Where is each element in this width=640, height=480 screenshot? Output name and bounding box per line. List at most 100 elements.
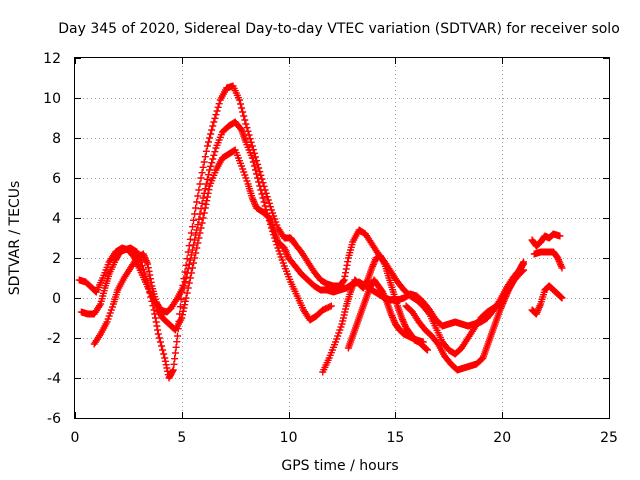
data-point [210, 151, 218, 159]
data-point [256, 182, 264, 190]
x-tick-label: 0 [71, 430, 80, 446]
data-point [176, 303, 184, 311]
y-tick-label: -6 [47, 411, 61, 427]
data-point [245, 131, 253, 139]
data-point [271, 234, 279, 242]
data-point [171, 355, 179, 363]
data-point [145, 267, 153, 275]
data-point [181, 278, 189, 286]
data-point [214, 103, 222, 111]
data-point [174, 325, 182, 333]
data-point [264, 196, 272, 204]
data-point [196, 210, 204, 218]
data-point [250, 162, 258, 170]
data-point [199, 194, 207, 202]
plot-frame [74, 57, 610, 419]
series-track-2 [77, 82, 528, 382]
data-point [251, 153, 259, 161]
data-point [193, 198, 201, 206]
y-tick-label: 2 [52, 251, 61, 267]
data-point [270, 231, 278, 239]
data-point [146, 289, 154, 297]
data-point [199, 163, 207, 171]
data-point [209, 155, 217, 163]
data-point [187, 251, 195, 259]
data-point [152, 318, 160, 326]
data-point [186, 256, 194, 264]
data-point [237, 100, 245, 108]
data-point [253, 157, 261, 165]
data-point [202, 147, 210, 155]
series-track-6 [402, 260, 528, 374]
data-point [203, 142, 211, 150]
data-point [154, 330, 162, 338]
data-point [253, 170, 261, 178]
data-point [263, 193, 271, 201]
data-point [254, 174, 262, 182]
data-point [213, 107, 221, 115]
data-point [155, 334, 163, 342]
data-point [181, 301, 189, 309]
data-point [206, 134, 214, 142]
data-point [184, 265, 192, 273]
data-point [185, 279, 193, 287]
data-point [235, 96, 243, 104]
data-point [215, 100, 223, 108]
data-point [203, 193, 211, 201]
axis-ticks: 0 5 10 15 20 25 -6 -4 -2 0 2 4 6 8 10 12 [43, 51, 618, 446]
data-point [243, 124, 251, 132]
data-point [203, 197, 211, 205]
data-point [211, 114, 219, 122]
data-point [203, 175, 211, 183]
data-point [272, 237, 280, 245]
data-point [172, 343, 180, 351]
data-point [182, 273, 190, 281]
data-point [200, 189, 208, 197]
data-point [205, 171, 212, 179]
data-point [380, 259, 388, 267]
data-point [242, 120, 250, 128]
data-point [265, 217, 273, 225]
data-point [175, 317, 183, 325]
y-tick-label: 6 [52, 171, 61, 187]
y-tick-label: 8 [52, 131, 61, 147]
data-point [208, 126, 216, 134]
grid [75, 58, 609, 418]
data-point [170, 360, 178, 368]
data-point [211, 148, 219, 156]
data-point [187, 229, 195, 237]
data-point [143, 276, 151, 284]
y-tick-label: 10 [43, 91, 61, 107]
data-point [183, 289, 191, 297]
data-point [190, 241, 198, 249]
data-point [206, 166, 214, 174]
data-point [181, 297, 189, 305]
data-point [180, 304, 188, 312]
series-track-3 [90, 118, 335, 348]
x-tick-label: 20 [493, 430, 511, 446]
data-point [240, 112, 248, 120]
data-point [197, 174, 205, 182]
data-point [183, 269, 191, 277]
data-point [141, 273, 149, 281]
data-point [174, 332, 182, 340]
data-point [241, 116, 249, 124]
data-point [264, 213, 272, 221]
data-point [210, 118, 218, 126]
data-point [198, 169, 206, 177]
data-point [140, 269, 148, 277]
data-point [169, 366, 177, 374]
data-point [159, 346, 167, 354]
data-point [193, 226, 201, 234]
data-point [185, 260, 193, 268]
data-point [423, 346, 431, 354]
data-point [363, 277, 371, 285]
data-point [558, 264, 566, 272]
data-point [258, 190, 266, 198]
data-point [202, 180, 210, 188]
data-point [558, 294, 566, 302]
series-track-4 [319, 252, 431, 376]
data-point [154, 326, 162, 334]
data-point [209, 122, 217, 130]
data-point [199, 214, 207, 222]
